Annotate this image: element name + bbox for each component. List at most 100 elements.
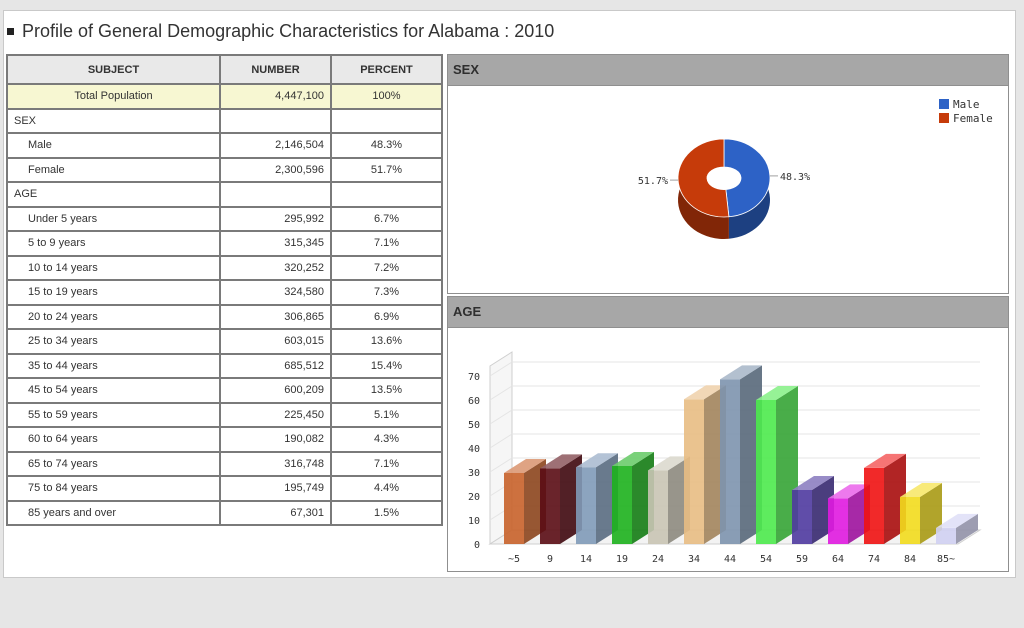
y-tick-label: 50 bbox=[468, 420, 480, 431]
legend-label-female: Female bbox=[953, 112, 993, 125]
row-label: 10 to 14 years bbox=[6, 254, 221, 281]
sex-chart-panel: SEX 48.3% 51.7% Male Female bbox=[447, 54, 1009, 294]
row-percent: 13.6% bbox=[330, 328, 443, 355]
pie-value-label: 48.3% bbox=[780, 172, 810, 183]
row-number: 190,082 bbox=[219, 426, 332, 453]
section-label-sex: SEX bbox=[6, 107, 221, 134]
bar-front bbox=[936, 527, 956, 544]
demographics-table: SUBJECT NUMBER PERCENT Total Population … bbox=[6, 54, 443, 526]
header-percent: PERCENT bbox=[330, 54, 443, 85]
row-label: Under 5 years bbox=[6, 205, 221, 232]
bar-front bbox=[648, 470, 668, 544]
row-percent: 6.9% bbox=[330, 303, 443, 330]
table-row: 25 to 34 years 603,015 13.6% bbox=[6, 328, 443, 355]
table-row: 5 to 9 years 315,345 7.1% bbox=[6, 230, 443, 257]
bar-top bbox=[540, 454, 582, 469]
row-percent: 7.2% bbox=[330, 254, 443, 281]
row-label: 60 to 64 years bbox=[6, 426, 221, 453]
row-percent: 5.1% bbox=[330, 401, 443, 428]
page-title-text: Profile of General Demographic Character… bbox=[22, 21, 555, 41]
row-number: 2,146,504 bbox=[219, 132, 332, 159]
pie-slice-male bbox=[723, 138, 771, 218]
bar-9 bbox=[540, 454, 582, 544]
gridline-side bbox=[489, 361, 513, 377]
x-tick-label: 44 bbox=[724, 554, 736, 565]
bar-top bbox=[612, 452, 654, 466]
row-label: 35 to 44 years bbox=[6, 352, 221, 379]
bar-top bbox=[936, 513, 978, 528]
donut-hole bbox=[707, 168, 741, 190]
bar-front bbox=[540, 468, 560, 544]
bar-front bbox=[720, 379, 740, 544]
sex-panel-title: SEX bbox=[448, 55, 1008, 86]
x-tick-label: 59 bbox=[796, 554, 808, 565]
row-number: 324,580 bbox=[219, 279, 332, 306]
row-percent: 6.7% bbox=[330, 205, 443, 232]
row-number: 2,300,596 bbox=[219, 156, 332, 183]
bar-front bbox=[900, 496, 920, 544]
gridline-side bbox=[489, 457, 513, 473]
y-tick-label: 10 bbox=[468, 516, 480, 527]
legend-label-male: Male bbox=[953, 98, 980, 111]
row-number: 306,865 bbox=[219, 303, 332, 330]
row-label: 55 to 59 years bbox=[6, 401, 221, 428]
bar-front bbox=[504, 472, 524, 544]
x-tick-label: 64 bbox=[832, 554, 844, 565]
x-tick-label: 34 bbox=[688, 554, 700, 565]
table-row: 85 years and over 67,301 1.5% bbox=[6, 499, 443, 526]
row-percent: 15.4% bbox=[330, 352, 443, 379]
table-row: 20 to 24 years 306,865 6.9% bbox=[6, 303, 443, 330]
legend-swatch-female bbox=[939, 113, 949, 123]
y-tick-label: 20 bbox=[468, 492, 480, 503]
bar-top bbox=[792, 476, 834, 490]
row-label: Male bbox=[6, 132, 221, 159]
bar-front bbox=[864, 467, 884, 544]
x-tick-label: 85~ bbox=[937, 554, 955, 565]
x-tick-label: 14 bbox=[580, 554, 592, 565]
table-row: Under 5 years 295,992 6.7% bbox=[6, 205, 443, 232]
row-label: 65 to 74 years bbox=[6, 450, 221, 477]
row-percent: 7.1% bbox=[330, 450, 443, 477]
row-number: 67,301 bbox=[219, 499, 332, 526]
legend-swatch-male bbox=[939, 99, 949, 109]
x-tick-label: 19 bbox=[616, 554, 628, 565]
bar-top bbox=[576, 453, 618, 468]
row-number: 225,450 bbox=[219, 401, 332, 428]
row-percent: 4.4% bbox=[330, 475, 443, 502]
bar-~5 bbox=[504, 458, 546, 544]
row-percent: 48.3% bbox=[330, 132, 443, 159]
row-percent: 1.5% bbox=[330, 499, 443, 526]
header-number: NUMBER bbox=[219, 54, 332, 85]
table-row: 10 to 14 years 320,252 7.2% bbox=[6, 254, 443, 281]
table-row: 15 to 19 years 324,580 7.3% bbox=[6, 279, 443, 306]
row-number: 195,749 bbox=[219, 475, 332, 502]
bar-34 bbox=[684, 385, 726, 544]
row-number: 315,345 bbox=[219, 230, 332, 257]
row-number: 316,748 bbox=[219, 450, 332, 477]
bar-54 bbox=[756, 386, 798, 544]
row-label: 25 to 34 years bbox=[6, 328, 221, 355]
table-row-section-age: AGE bbox=[6, 181, 443, 208]
age-bar-chart: 0 10 20 30 40 50 60 70 ~5 9 14 19 24 34 44 54 59 64 74 84 85… bbox=[468, 351, 982, 565]
row-percent: 13.5% bbox=[330, 377, 443, 404]
bar-74 bbox=[864, 453, 906, 544]
age-chart-panel: AGE 0 10 20 30 40 50 60 70 ~5 9 14 19 24 34 44 54 59 64 74… bbox=[447, 296, 1009, 572]
gridline-side bbox=[489, 433, 513, 449]
row-number: 603,015 bbox=[219, 328, 332, 355]
row-label: 15 to 19 years bbox=[6, 279, 221, 306]
x-tick-label: ~5 bbox=[508, 554, 520, 565]
bar-44 bbox=[720, 365, 762, 544]
gridline-side bbox=[489, 385, 513, 401]
table-row-section-sex: SEX bbox=[6, 107, 443, 134]
table-row: 35 to 44 years 685,512 15.4% bbox=[6, 352, 443, 379]
y-tick-label: 70 bbox=[468, 372, 480, 383]
bar-top bbox=[504, 458, 546, 473]
age-panel-title: AGE bbox=[448, 297, 1008, 328]
table-row: Male 2,146,504 48.3% bbox=[6, 132, 443, 159]
row-percent: 7.1% bbox=[330, 230, 443, 257]
table-row: 75 to 84 years 195,749 4.4% bbox=[6, 475, 443, 502]
x-tick-label: 9 bbox=[547, 554, 553, 565]
table-row: Female 2,300,596 51.7% bbox=[6, 156, 443, 183]
bar-19 bbox=[612, 452, 654, 544]
row-number: 685,512 bbox=[219, 352, 332, 379]
